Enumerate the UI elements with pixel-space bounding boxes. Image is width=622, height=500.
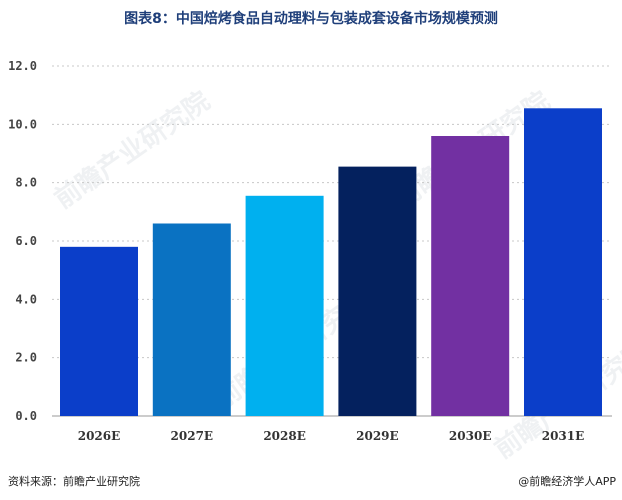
bar xyxy=(524,108,602,417)
y-tick-labels: 0.0 2.0 4.0 6.0 8.0 10.0 12.0 xyxy=(8,59,37,423)
x-tick-labels: 2026E 2027E 2028E 2029E 2030E 2031E xyxy=(78,429,585,443)
bars xyxy=(60,108,602,417)
y-tick-label: 8.0 xyxy=(15,176,37,190)
y-tick-label: 12.0 xyxy=(8,59,37,73)
x-tick-label: 2030E xyxy=(449,429,492,443)
bar xyxy=(245,195,324,416)
y-tick-label: 6.0 xyxy=(15,234,37,248)
source-note: 资料来源：前瞻产业研究院 xyxy=(8,475,140,488)
bar xyxy=(60,246,138,416)
bar xyxy=(152,223,231,416)
bar xyxy=(431,136,510,416)
x-tick-label: 2031E xyxy=(542,429,585,443)
x-tick-label: 2026E xyxy=(78,429,121,443)
x-tick-label: 2027E xyxy=(171,429,214,443)
y-tick-label: 0.0 xyxy=(15,409,37,423)
y-tick-label: 4.0 xyxy=(15,292,37,306)
y-tick-label: 2.0 xyxy=(15,351,37,365)
chart-title: 图表8：中国焙烤食品自动理料与包装成套设备市场规模预测 xyxy=(124,11,498,27)
bar xyxy=(338,166,417,416)
y-tick-label: 10.0 xyxy=(8,117,37,131)
gridlines xyxy=(52,65,612,417)
x-tick-label: 2029E xyxy=(356,429,399,443)
brand-credit: @前瞻经济学人APP xyxy=(518,475,616,488)
x-tick-label: 2028E xyxy=(263,429,306,443)
